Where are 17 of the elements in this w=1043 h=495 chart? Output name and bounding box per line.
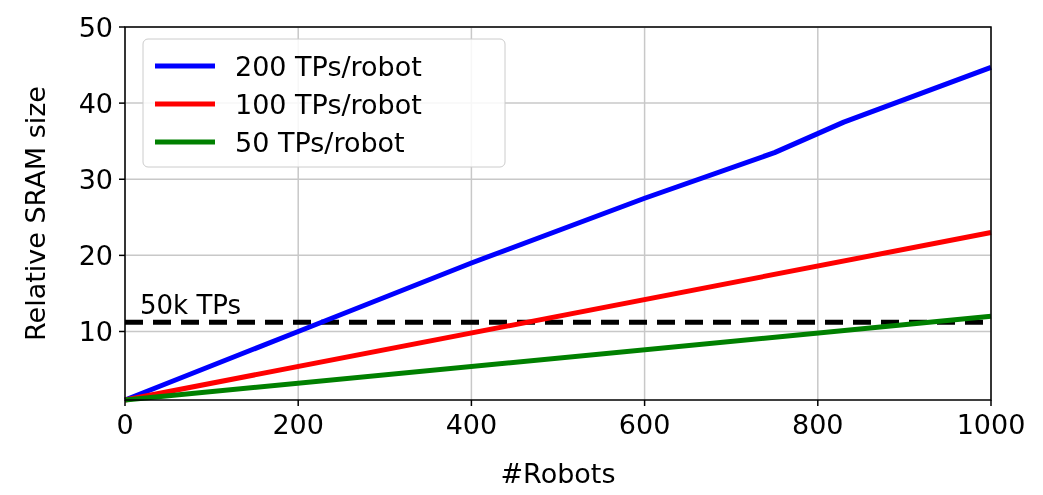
y-axis-title: Relative SRAM size [20, 86, 51, 341]
x-tick-label: 1000 [956, 409, 1026, 440]
x-axis-title: #Robots [500, 458, 616, 489]
x-tick-label: 800 [792, 409, 844, 440]
x-tick-label: 0 [116, 409, 134, 440]
x-tick-label: 200 [272, 409, 324, 440]
legend-label: 200 TPs/robot [235, 51, 422, 82]
y-tick-label: 40 [78, 88, 113, 120]
x-tick-label: 600 [618, 409, 671, 440]
y-tick-label: 50 [78, 12, 113, 43]
y-tick-label: 10 [78, 316, 113, 348]
y-tick-label: 20 [78, 240, 113, 272]
y-tick-label: 30 [78, 164, 113, 196]
legend-label: 100 TPs/robot [235, 89, 422, 120]
ref-line-label: 50k TPs [140, 290, 242, 321]
legend-label: 50 TPs/robot [235, 127, 405, 158]
x-tick-label: 400 [445, 409, 498, 440]
